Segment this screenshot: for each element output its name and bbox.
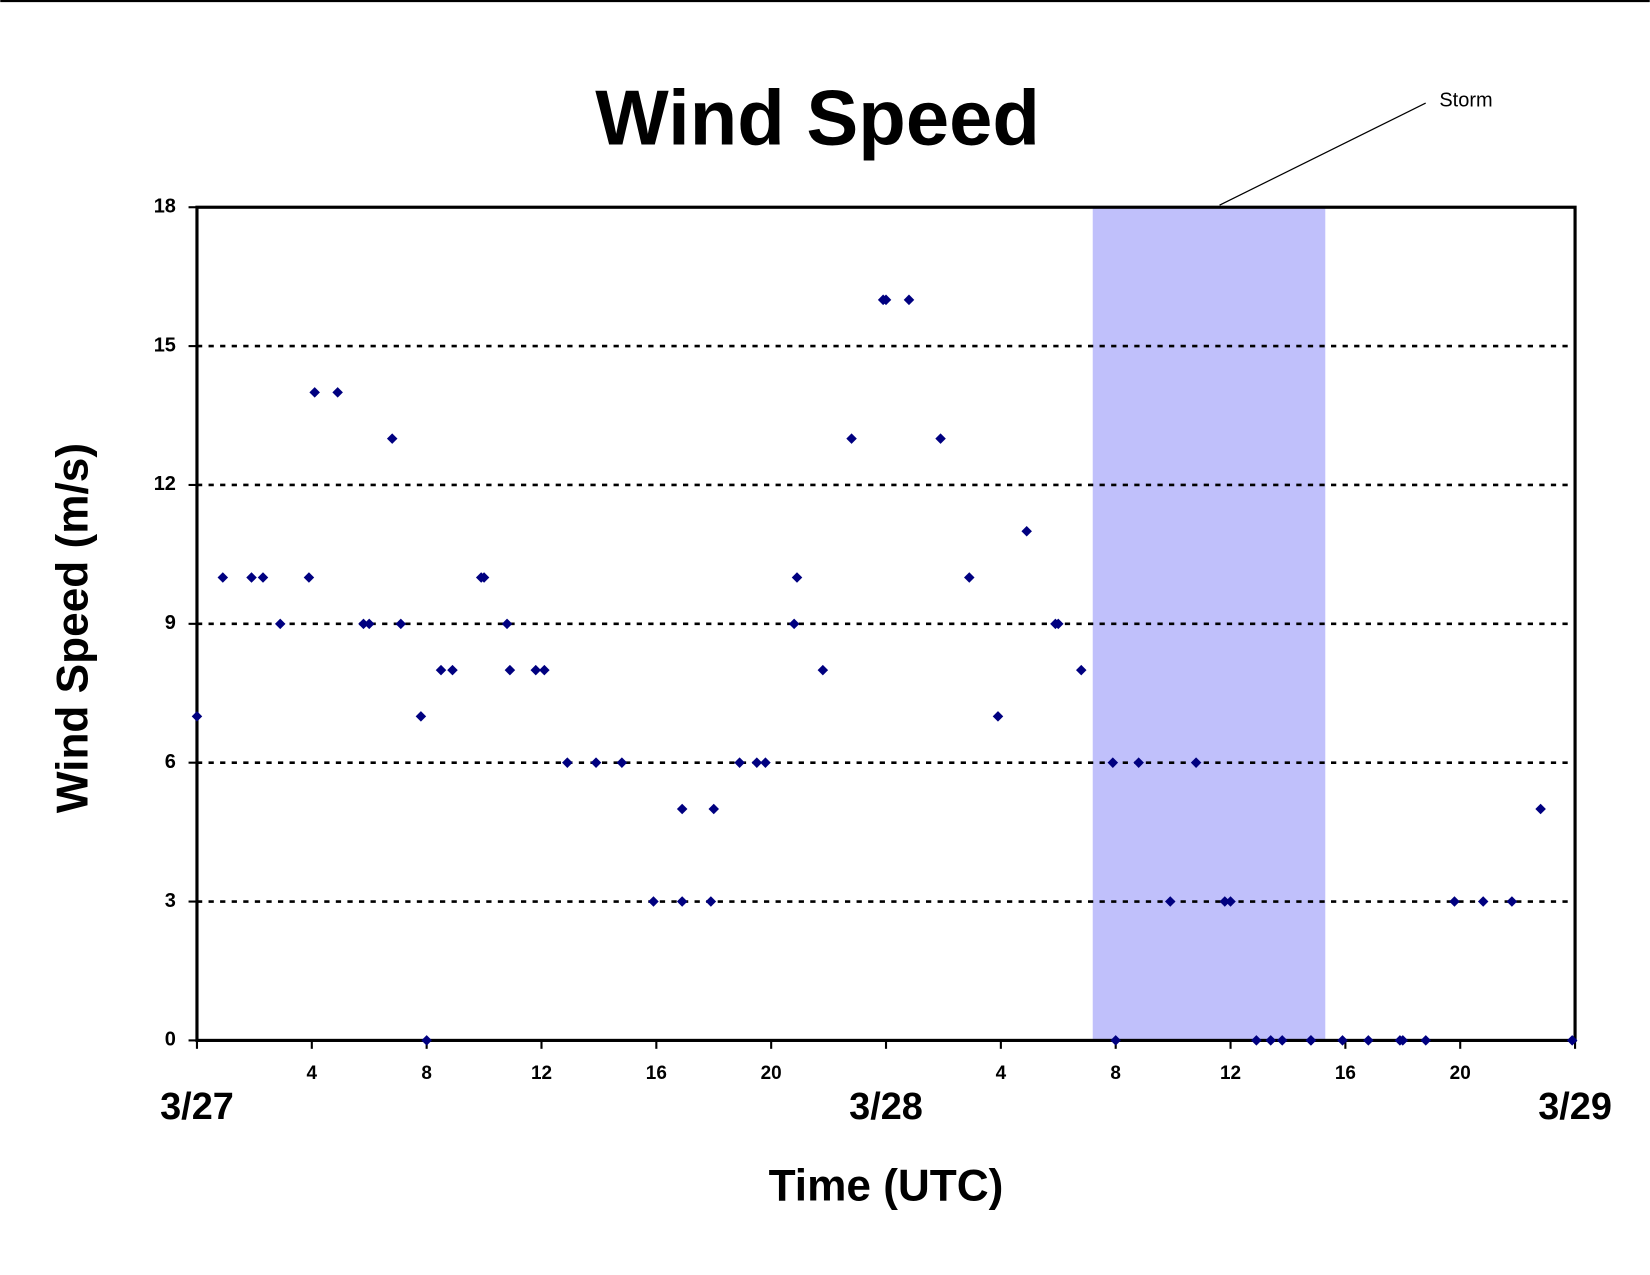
x-tick-label: 20: [761, 1063, 782, 1084]
data-point: [363, 618, 375, 630]
data-point: [964, 572, 975, 583]
data-point: [435, 664, 447, 676]
data-point: [501, 618, 513, 630]
date-label: 3/28: [849, 1086, 923, 1128]
y-tick-label: 9: [165, 612, 176, 634]
data-point: [1107, 757, 1119, 768]
annotation-label: Storm: [1439, 89, 1492, 111]
data-point: [935, 433, 946, 444]
data-point: [358, 618, 369, 630]
y-tick-label: 15: [154, 334, 176, 356]
data-point: [309, 387, 320, 398]
data-point: [447, 664, 458, 676]
data-point: [1021, 525, 1032, 537]
y-tick-label: 3: [165, 890, 176, 912]
x-tick-label: 8: [421, 1063, 432, 1084]
data-point: [1225, 896, 1236, 907]
data-point: [1363, 1035, 1374, 1046]
x-tick-label: 12: [531, 1063, 552, 1084]
data-point: [217, 572, 229, 583]
data-point: [817, 664, 829, 676]
annotation-leader: [1219, 102, 1426, 206]
x-tick-label: 16: [1335, 1063, 1356, 1084]
data-point: [191, 711, 203, 722]
data-point: [1506, 896, 1518, 907]
data-point: [903, 294, 915, 306]
data-point: [708, 803, 720, 815]
data-point: [421, 1035, 432, 1046]
data-point: [504, 664, 516, 676]
data-point: [1219, 896, 1231, 907]
x-tick-label: 4: [307, 1063, 318, 1084]
data-point: [751, 757, 763, 768]
data-point: [1449, 896, 1460, 907]
x-tick-label: 12: [1220, 1063, 1241, 1084]
date-label: 3/29: [1538, 1086, 1612, 1128]
x-tick-label: 4: [996, 1063, 1007, 1084]
y-axis-label: Wind Speed (m/s): [49, 443, 98, 813]
data-point: [616, 757, 628, 768]
data-point: [539, 664, 550, 676]
plot-frame: [195, 205, 1577, 1042]
data-point: [676, 803, 688, 815]
data-point: [257, 572, 269, 583]
data-point: [1477, 896, 1489, 907]
data-point: [734, 757, 745, 768]
data-point: [846, 433, 857, 444]
data-point: [791, 572, 803, 583]
date-label: 3/27: [160, 1086, 234, 1128]
data-point: [1535, 803, 1546, 815]
x-axis-label: Time (UTC): [769, 1161, 1004, 1210]
data-point: [992, 711, 1004, 722]
data-point: [562, 757, 573, 768]
data-point: [1251, 1035, 1262, 1046]
data-point: [705, 896, 717, 907]
data-point: [395, 618, 407, 630]
y-tick-label: 0: [165, 1029, 176, 1051]
data-point: [303, 572, 315, 583]
data-point: [332, 387, 343, 398]
data-point: [760, 757, 771, 768]
data-point: [1566, 1035, 1578, 1046]
x-tick-label: 8: [1110, 1063, 1121, 1084]
y-tick-label: 6: [165, 751, 176, 773]
data-point: [386, 433, 398, 444]
y-tick-label: 18: [154, 196, 176, 218]
data-point: [1337, 1035, 1348, 1046]
data-point: [274, 618, 286, 630]
data-point: [246, 572, 257, 583]
data-point: [788, 618, 800, 630]
y-tick-label: 12: [154, 473, 176, 495]
x-tick-label: 20: [1450, 1063, 1471, 1084]
chart-title: Wind Speed: [595, 76, 1040, 162]
data-point: [676, 896, 688, 907]
data-point: [1110, 1035, 1121, 1046]
data-point: [415, 711, 427, 722]
data-point: [530, 664, 542, 676]
data-point: [648, 896, 659, 907]
data-point: [590, 757, 602, 768]
data-point: [1053, 618, 1064, 630]
data-point: [1075, 664, 1087, 676]
x-tick-label: 16: [646, 1063, 667, 1084]
data-point: [1420, 1035, 1432, 1046]
